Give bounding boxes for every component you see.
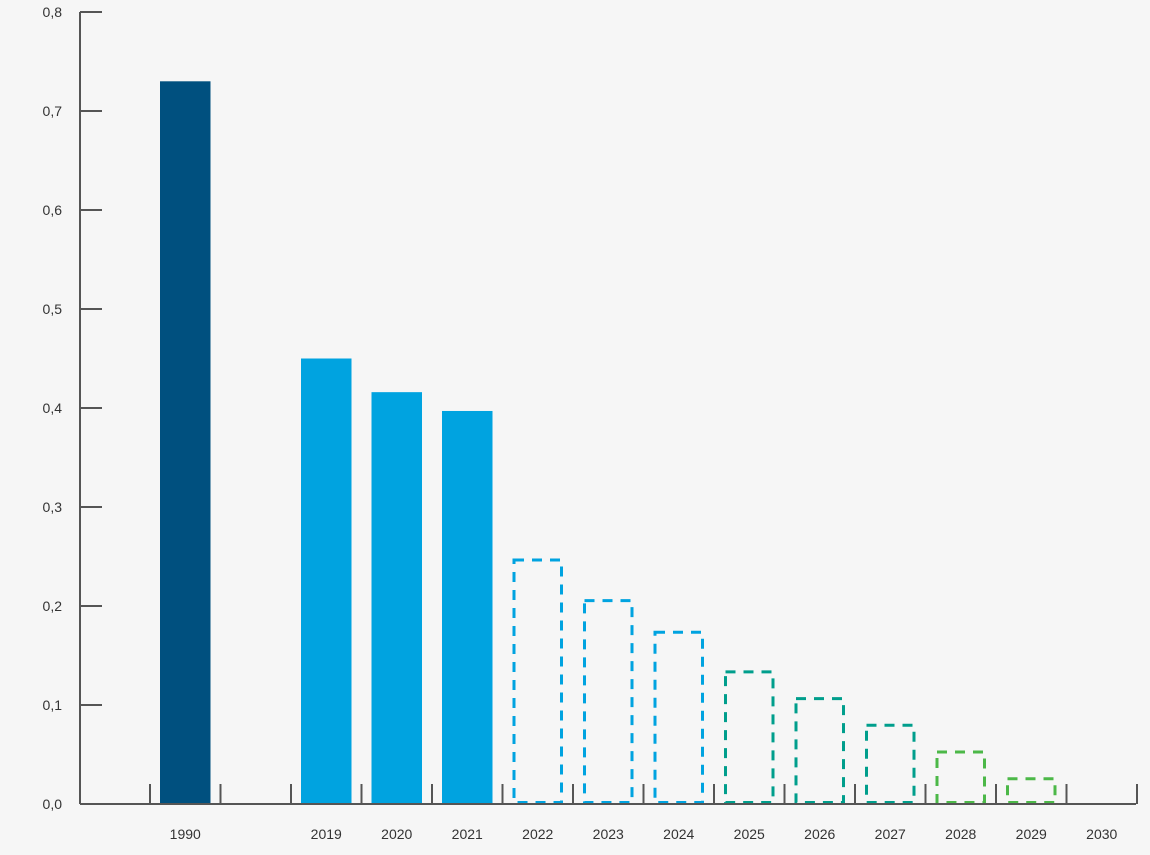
bar-2019 [301,358,352,804]
y-axis: 0,0 0,1 0,2 0,3 0,4 0,5 0,6 0,7 0,8 [43,4,102,812]
bar-2029 [1006,777,1057,805]
x-tick-label: 2020 [381,826,412,842]
bar-2023 [583,599,634,804]
y-tick-label: 0,8 [43,4,63,20]
x-tick-label: 2030 [1086,826,1117,842]
y-tick-label: 0,2 [43,598,63,614]
x-tick-label: 2024 [663,826,694,842]
x-tick-label: 1990 [170,826,201,842]
x-axis: 1990 2019 2020 2021 2022 2023 2024 2025 2026 2027… [80,784,1138,842]
x-tick-label: 2029 [1016,826,1047,842]
x-tick-label: 2022 [522,826,553,842]
x-tick-label: 2023 [593,826,624,842]
bars [160,81,1057,805]
bar-1990 [160,81,211,805]
bar-2020 [371,392,422,804]
x-tick-label: 2019 [311,826,342,842]
bar-2024 [653,630,704,804]
bar-2021 [442,410,493,804]
x-tick-label: 2026 [804,826,835,842]
bar-2027 [865,723,916,804]
x-tick-label: 2025 [734,826,765,842]
y-tick-label: 0,5 [43,301,63,317]
x-tick-label: 2021 [452,826,483,842]
bar-2026 [794,697,845,805]
y-tick-label: 0,6 [43,202,63,218]
x-tick-label: 2027 [875,826,906,842]
y-tick-label: 0,4 [43,400,63,416]
bar-2022 [512,558,563,804]
y-tick-label: 0,1 [43,697,63,713]
y-tick-label: 0,7 [43,103,63,119]
y-tick-label: 0,3 [43,499,63,515]
x-tick-label: 2028 [945,826,976,842]
bar-2028 [935,750,986,804]
bar-2025 [724,670,775,804]
y-tick-label: 0,0 [43,796,63,812]
